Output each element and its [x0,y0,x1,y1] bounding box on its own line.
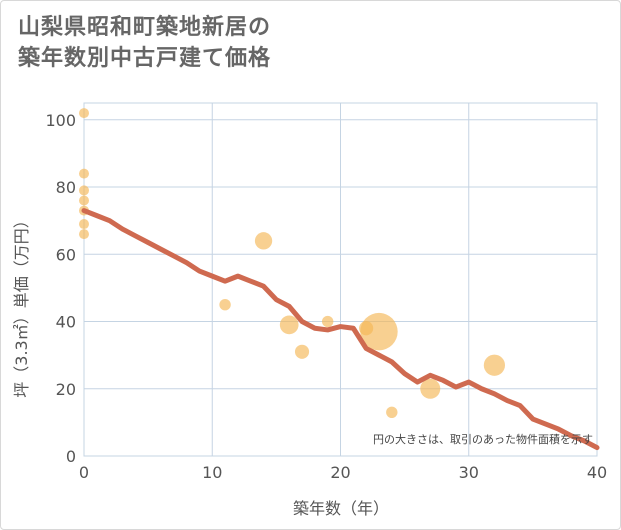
bubble-point [254,232,273,250]
chart-title-line2: 築年数別中古戸建て価格 [18,46,272,71]
bubble-point [279,315,299,335]
y-tick-label: 40 [56,313,76,332]
grid-lines [83,102,598,457]
bubble-point [321,315,334,328]
bubble-series [79,108,506,418]
x-tick-label: 0 [79,463,89,482]
y-tick-label: 80 [56,178,76,197]
bubble-point [79,219,89,230]
bubble-point [79,195,89,206]
size-legend-note: 円の大きさは、取引のあった物件面積を示す [373,432,593,446]
bubble-point [483,354,506,376]
x-tick-label: 10 [202,463,222,482]
bubble-point [79,108,89,119]
bubble-point [79,185,89,196]
y-tick-label: 100 [45,111,76,130]
x-tick-label: 40 [587,463,607,482]
y-tick-label: 60 [56,245,76,264]
bubble-point [294,344,310,359]
bubble-point [219,299,231,311]
y-axis-title: 坪（3.3㎡）単価（万円） [12,212,31,397]
x-tick-label: 30 [459,463,479,482]
axis-ticks: 0 10 20 30 40 0 20 40 60 80 100 [45,111,607,482]
chart-title: 山梨県昭和町築地新居の 築年数別中古戸建て価格 [18,12,578,74]
y-tick-label: 20 [56,380,76,399]
trend-series [81,208,600,451]
bubble-point [386,406,398,418]
y-tick-label: 0 [66,447,76,466]
bubble-point [79,168,89,179]
x-axis-title: 築年数（年） [293,499,389,518]
x-tick-label: 20 [330,463,350,482]
bubble-point [420,378,441,399]
chart-title-line1: 山梨県昭和町築地新居の [18,15,272,40]
bubble-point [79,229,89,240]
trend-line [81,208,600,451]
bubble-point [360,312,398,351]
